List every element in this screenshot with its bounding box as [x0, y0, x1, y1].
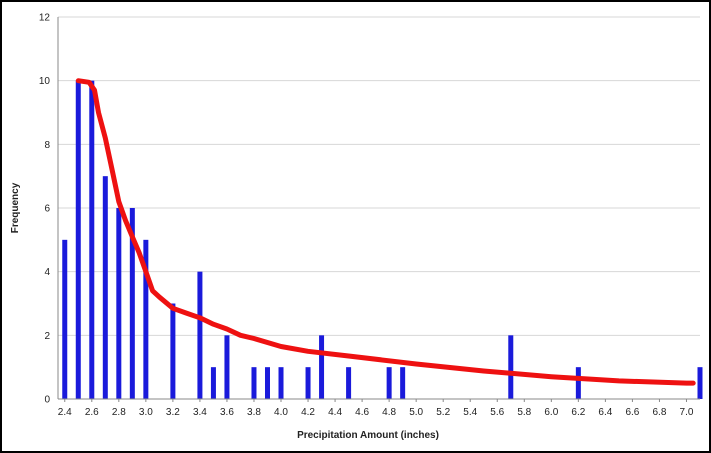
x-tick-label: 5.6: [490, 407, 504, 418]
histogram-bar: [305, 367, 311, 399]
histogram-bar: [575, 367, 581, 399]
histogram-bar: [89, 80, 95, 400]
histogram-bar: [508, 335, 514, 399]
y-tick-label: 6: [44, 204, 50, 215]
histogram-bar: [75, 80, 81, 400]
histogram-bar: [62, 239, 68, 399]
histogram-bar: [129, 208, 135, 399]
y-tick-label: 2: [44, 331, 50, 342]
x-tick-label: 6.0: [544, 407, 558, 418]
histogram-bar: [210, 367, 216, 399]
x-tick-label: 6.6: [625, 407, 639, 418]
histogram-bar: [170, 303, 176, 399]
x-tick-label: 6.2: [571, 407, 585, 418]
histogram-bar: [697, 367, 703, 399]
label-layer: 0 2 4 6 8 10 12 2.4 2.6 2.8 3.0 3.2 3.4 3.6 3.8 4.0 4.2 4…: [39, 13, 694, 419]
x-tick-label: 3.2: [166, 407, 180, 418]
x-tick-label: 4.2: [301, 407, 315, 418]
y-tick-label: 12: [39, 13, 51, 24]
y-axis-title: Frequency: [10, 182, 21, 233]
fitted-curve-line: [75, 78, 696, 386]
histogram-bar: [102, 176, 108, 399]
axis-layer: [57, 17, 700, 402]
x-axis-title: Precipitation Amount (inches): [297, 430, 439, 441]
histogram-bar: [346, 367, 352, 399]
histogram-bar: [400, 367, 406, 399]
histogram-bar: [197, 271, 203, 399]
histogram-bar: [143, 239, 149, 399]
histogram-bar: [251, 367, 257, 399]
x-tick-label: 6.4: [598, 407, 612, 418]
y-tick-label: 10: [39, 76, 51, 87]
histogram-bar: [116, 208, 122, 399]
y-tick-label: 4: [44, 267, 50, 278]
x-tick-label: 3.6: [220, 407, 234, 418]
x-tick-label: 4.6: [355, 407, 369, 418]
x-tick-label: 7.0: [680, 407, 694, 418]
x-tick-label: 2.6: [85, 407, 99, 418]
x-tick-label: 3.4: [193, 407, 207, 418]
x-tick-label: 4.4: [328, 407, 342, 418]
x-tick-label: 5.4: [463, 407, 477, 418]
bar-layer: [62, 80, 703, 400]
x-tick-label: 2.8: [112, 407, 126, 418]
histogram-bar: [319, 335, 325, 399]
grid-layer: [58, 16, 700, 400]
histogram-bar: [224, 335, 230, 399]
histogram-bar: [264, 367, 270, 399]
x-tick-label: 2.4: [58, 407, 72, 418]
line-layer: [75, 78, 696, 386]
histogram-bar: [278, 367, 284, 399]
x-tick-label: 4.8: [382, 407, 396, 418]
x-tick-label: 3.0: [139, 407, 153, 418]
histogram-bar: [386, 367, 392, 399]
x-tick-label: 3.8: [247, 407, 261, 418]
x-tick-label: 6.8: [652, 407, 666, 418]
x-tick-label: 5.8: [517, 407, 531, 418]
x-tick-label: 4.0: [274, 407, 288, 418]
y-tick-label: 8: [44, 140, 50, 151]
x-tick-label: 5.2: [436, 407, 450, 418]
y-tick-label: 0: [44, 395, 50, 406]
x-tick-label: 5.0: [409, 407, 423, 418]
